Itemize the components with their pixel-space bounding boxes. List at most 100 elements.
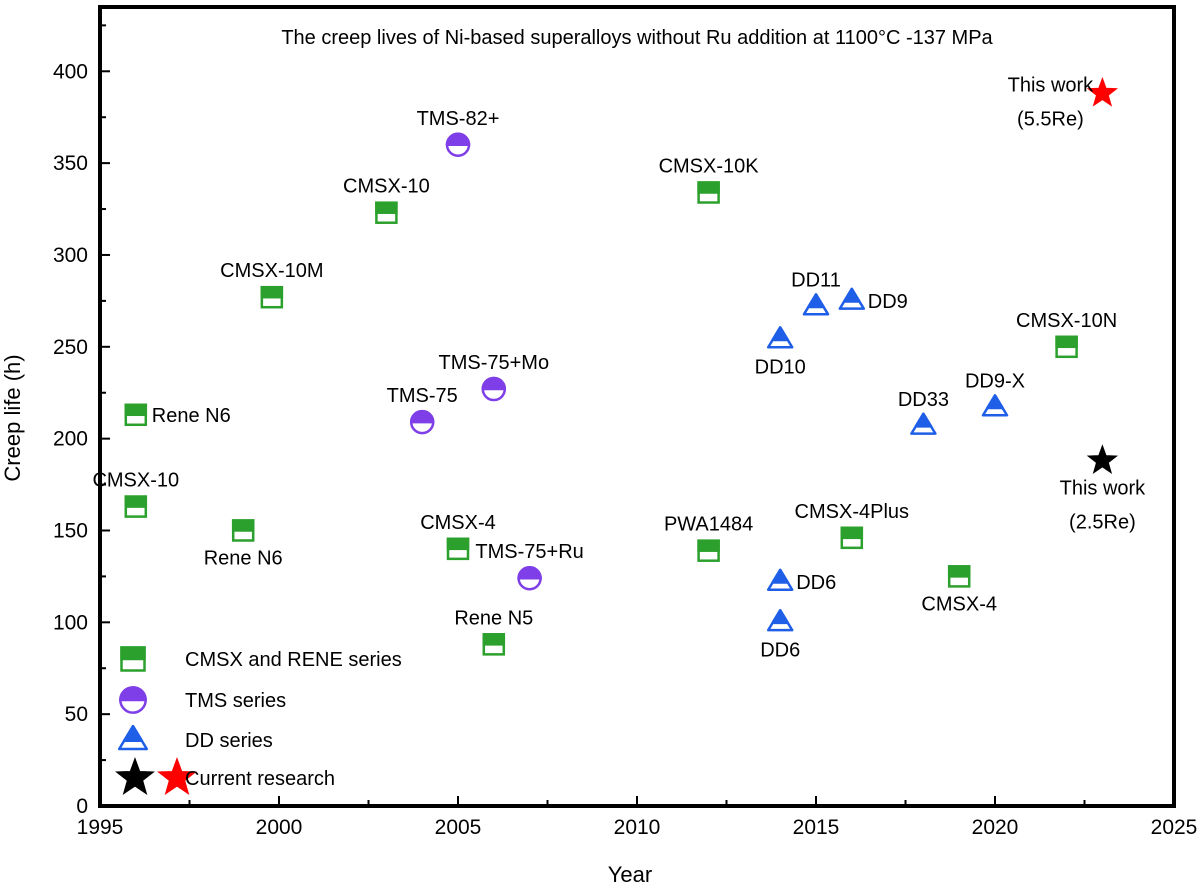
y-tick-label: 200 — [53, 428, 88, 451]
half-triangle-marker — [802, 293, 830, 316]
point-label: This work — [1060, 478, 1147, 500]
data-point: This work (5.5Re) — [1008, 74, 1119, 130]
marker-fill — [481, 376, 507, 391]
marker-fill — [445, 132, 471, 147]
marker-fill — [771, 609, 790, 625]
point-label: PWA1484 — [664, 514, 753, 536]
half-circle-marker — [119, 686, 147, 714]
data-point: CMSX-4Plus — [795, 501, 909, 550]
series-cmsx: Rene N6 CMSX-10 Rene N6 CMSX-10M CMSX-10 CMSX… — [92, 156, 1117, 656]
legend-item-cmsx: CMSX and RENE series — [120, 646, 402, 672]
marker-fill — [446, 537, 470, 551]
x-tick-label: 2025 — [1151, 816, 1198, 839]
y-axis-title: Creep life (h) — [0, 354, 25, 481]
y-tick-label: 250 — [53, 336, 88, 359]
half-square-marker — [260, 285, 284, 309]
marker-fill — [986, 394, 1004, 410]
marker-fill — [115, 757, 155, 795]
data-point: DD6 — [760, 609, 800, 661]
half-square-marker — [697, 181, 720, 204]
data-point: TMS-75+Ru — [475, 541, 584, 591]
y-tick-label: 150 — [53, 519, 88, 542]
point-label: DD6 — [760, 639, 800, 661]
point-label: TMS-75+Mo — [439, 352, 550, 374]
data-point: Rene N6 — [204, 519, 283, 569]
point-label: CMSX-10N — [1016, 310, 1117, 332]
half-square-marker — [446, 537, 470, 561]
point-label: DD11 — [791, 269, 841, 291]
half-square-marker — [482, 633, 506, 656]
data-point: DD10 — [755, 326, 806, 378]
half-triangle-marker — [766, 609, 794, 632]
marker-fill — [517, 566, 542, 580]
half-circle-marker — [481, 376, 507, 402]
half-circle-marker — [409, 409, 435, 435]
half-square-marker — [1055, 335, 1078, 359]
data-point: DD9-X — [965, 370, 1025, 417]
data-point: CMSX-10 — [343, 176, 430, 224]
x-tick-label: 2000 — [256, 816, 303, 839]
marker-fill — [840, 526, 864, 540]
marker-fill — [122, 724, 144, 742]
data-point: Rene N6 — [124, 403, 231, 427]
y-tick-label: 50 — [65, 703, 88, 726]
point-label: DD9 — [868, 291, 908, 313]
point-label: CMSX-10K — [659, 156, 760, 178]
series-tms: TMS-82+ TMS-75 TMS-75+Mo TMS-75+Ru — [387, 108, 584, 591]
x-tick-label: 2005 — [435, 816, 482, 839]
point-label: Rene N6 — [152, 405, 231, 427]
data-point: Rene N5 — [454, 607, 533, 656]
x-tick-label: 1995 — [77, 816, 124, 839]
half-square-marker — [840, 526, 864, 550]
point-label-2: (5.5Re) — [1017, 108, 1084, 130]
point-label: DD6 — [796, 572, 836, 594]
point-label: DD33 — [898, 389, 949, 411]
marker-fill — [771, 326, 790, 342]
marker-fill — [409, 409, 435, 424]
star-marker — [1086, 76, 1119, 107]
marker-fill — [260, 285, 284, 299]
data-point: DD33 — [898, 389, 949, 435]
marker-fill — [482, 633, 506, 646]
star-marker — [157, 757, 197, 795]
point-label: This work — [1008, 74, 1095, 96]
point-label: DD9-X — [965, 370, 1025, 392]
data-point: CMSX-10 — [92, 470, 179, 518]
legend-label: Current research — [185, 768, 335, 790]
marker-fill — [231, 519, 255, 532]
marker-fill — [120, 646, 146, 661]
marker-fill — [157, 757, 197, 795]
half-triangle-marker — [910, 412, 937, 435]
marker-fill — [697, 181, 720, 194]
y-tick-label: 400 — [53, 60, 88, 83]
data-point: TMS-75+Mo — [439, 352, 550, 402]
marker-fill — [842, 287, 861, 303]
point-label: TMS-75 — [387, 385, 458, 407]
marker-fill — [697, 539, 720, 552]
marker-fill — [124, 495, 148, 508]
data-point: CMSX-10N — [1016, 310, 1117, 359]
x-axis-title: Year — [608, 862, 652, 887]
data-point: CMSX-4 — [921, 565, 997, 615]
axis-ticks: 1995 2000 2005 2010 2015 2020 2025 0 50 100 150 200… — [53, 24, 1198, 839]
x-tick-label: 2010 — [614, 816, 661, 839]
point-label: TMS-75+Ru — [475, 541, 583, 563]
star-marker — [115, 757, 155, 795]
half-triangle-marker — [766, 326, 794, 349]
star-marker — [1086, 444, 1119, 474]
legend-label: CMSX and RENE series — [185, 649, 402, 671]
marker-fill — [947, 565, 971, 578]
data-points: Rene N6 CMSX-10 Rene N6 CMSX-10M CMSX-10 CMSX… — [92, 74, 1146, 661]
point-label: CMSX-10 — [343, 176, 430, 198]
marker-fill — [1055, 335, 1078, 349]
data-point: DD6 — [766, 568, 836, 594]
y-tick-label: 300 — [53, 244, 88, 267]
point-label: Rene N5 — [454, 607, 533, 629]
marker-fill — [1086, 444, 1119, 474]
half-circle-marker — [445, 132, 471, 158]
marker-fill — [807, 293, 825, 309]
half-triangle-marker — [981, 394, 1009, 417]
y-tick-label: 350 — [53, 152, 88, 175]
chart-title: The creep lives of Ni-based superalloys … — [281, 27, 993, 49]
